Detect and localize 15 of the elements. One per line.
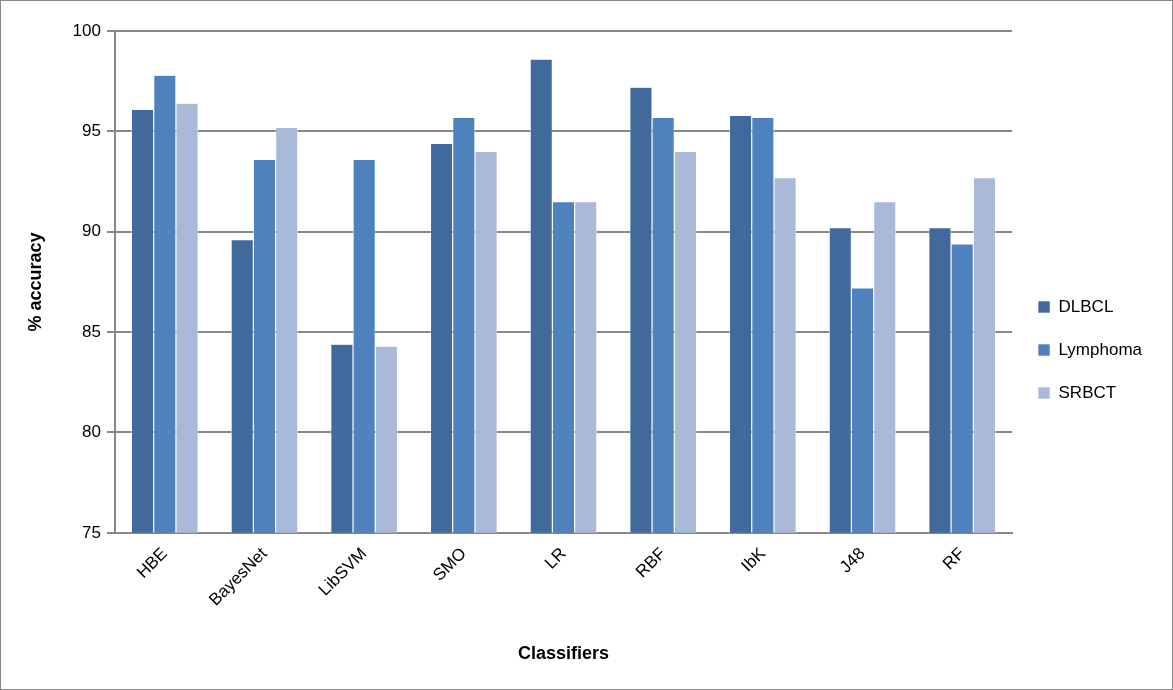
legend-label: SRBCT bbox=[1058, 382, 1117, 402]
x-tick-label: IbK bbox=[737, 543, 770, 576]
y-tick-label: 95 bbox=[82, 121, 101, 141]
y-tick-label: 75 bbox=[82, 522, 101, 542]
x-tick-label: LR bbox=[540, 543, 570, 573]
legend-label: DLBCL bbox=[1058, 296, 1114, 316]
x-tick-label: RF bbox=[938, 543, 969, 574]
x-axis-title: Classifiers bbox=[517, 643, 610, 664]
x-tick-label: J48 bbox=[835, 543, 869, 577]
y-tick-label: 80 bbox=[82, 422, 101, 442]
y-tick-label: 90 bbox=[82, 221, 101, 241]
y-tick-label: 85 bbox=[82, 321, 101, 341]
legend-label: Lymphoma bbox=[1058, 339, 1143, 359]
y-axis-title: % accuracy bbox=[24, 232, 45, 332]
y-tick-label: 100 bbox=[72, 20, 101, 40]
